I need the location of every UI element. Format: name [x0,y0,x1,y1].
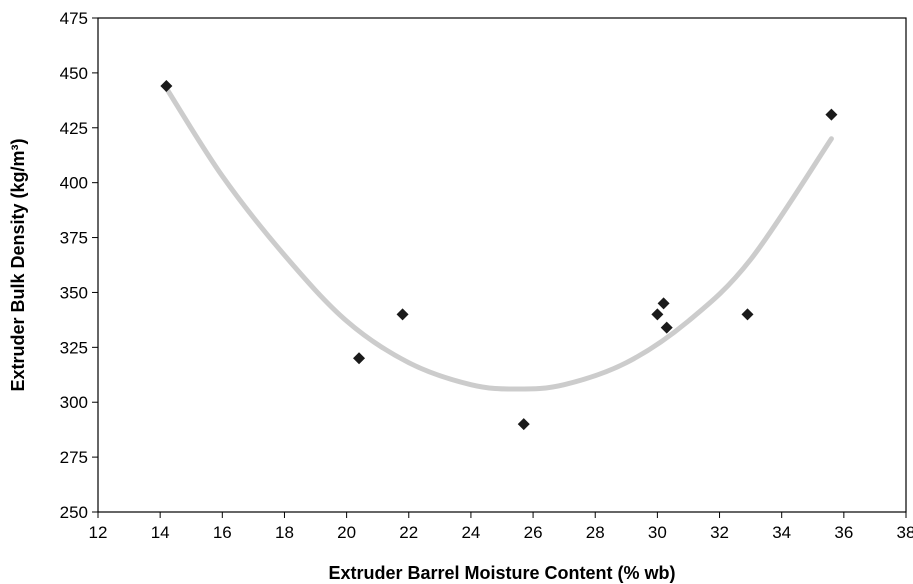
data-point-diamond [396,308,409,321]
x-tick-label: 30 [648,523,667,542]
y-tick-label: 375 [60,229,88,248]
y-tick-label: 325 [60,338,88,357]
x-tick-label: 34 [772,523,791,542]
x-tick-label: 32 [710,523,729,542]
y-tick-label: 250 [60,503,88,522]
y-tick-label: 350 [60,283,88,302]
x-tick-label: 28 [586,523,605,542]
y-tick-label: 450 [60,64,88,83]
y-axis-title: Extruder Bulk Density (kg/m³) [8,138,28,391]
x-axis-title: Extruder Barrel Moisture Content (% wb) [328,563,675,583]
x-tick-label: 22 [399,523,418,542]
data-point-diamond [353,352,366,365]
plot-frame [97,17,907,513]
x-tick-label: 14 [151,523,170,542]
data-point-diamond [660,321,673,334]
data-point-diamond [651,308,664,321]
plot-area [97,17,907,513]
data-points [160,80,838,431]
x-tick-label: 36 [834,523,853,542]
y-tick-label: 475 [60,9,88,28]
y-tick-label: 425 [60,119,88,138]
y-tick-label: 300 [60,393,88,412]
x-axis: 12 14 16 18 20 22 24 26 28 30 32 34 36 38 [89,512,913,542]
data-point-diamond [657,297,670,310]
x-tick-label: 20 [337,523,356,542]
y-tick-label: 400 [60,174,88,193]
x-tick-label: 24 [461,523,480,542]
data-point-diamond [160,80,173,93]
data-point-diamond [517,418,530,431]
x-tick-label: 38 [897,523,913,542]
x-tick-label: 12 [89,523,108,542]
y-tick-label: 275 [60,448,88,467]
data-point-diamond [741,308,754,321]
data-point-diamond [825,108,838,121]
x-tick-label: 26 [524,523,543,542]
trendline [163,85,834,392]
x-tick-label: 16 [213,523,232,542]
y-axis: 250 275 300 325 350 375 400 425 450 475 [60,9,98,522]
trendline-curve [163,85,834,392]
x-tick-label: 18 [275,523,294,542]
